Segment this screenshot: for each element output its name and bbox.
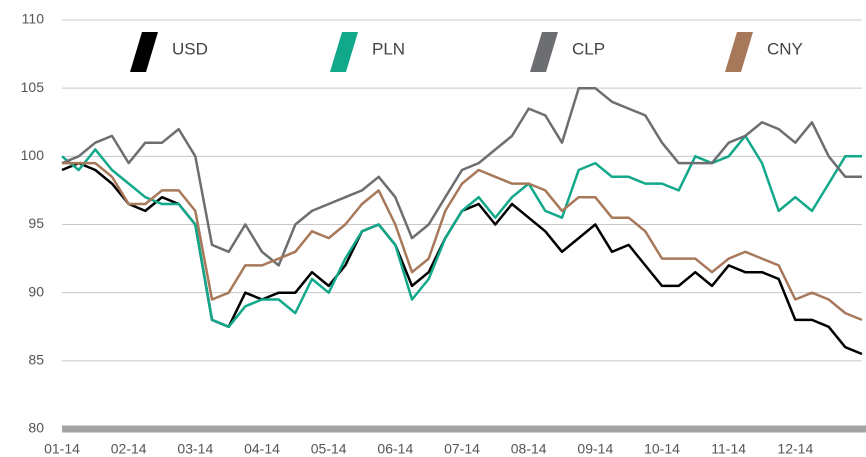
- series-line: [61, 86, 862, 267]
- x-tick-label: 04-14: [244, 441, 280, 457]
- x-tick-label: 03-14: [177, 441, 213, 457]
- x-tick-label: 08-14: [511, 441, 547, 457]
- legend-swatch: [530, 32, 558, 72]
- y-tick-label: 95: [28, 215, 44, 231]
- x-tick-label: 07-14: [444, 441, 480, 457]
- x-tick-label: 05-14: [311, 441, 347, 457]
- x-tick-label: 11-14: [711, 441, 746, 457]
- y-tick-label: 90: [28, 283, 44, 299]
- legend-swatch: [725, 32, 753, 72]
- y-tick-label: 85: [28, 352, 44, 368]
- y-tick-label: 80: [28, 420, 44, 436]
- legend-swatch: [130, 32, 158, 72]
- y-tick-label: 100: [21, 147, 45, 163]
- y-tick-label: 110: [22, 11, 45, 27]
- legend-swatch: [330, 32, 358, 72]
- x-tick-label: 06-14: [377, 441, 413, 457]
- series-line: [62, 161, 863, 322]
- y-tick-label: 105: [21, 79, 45, 95]
- legend-label: CNY: [767, 39, 803, 58]
- x-tick-label: 02-14: [111, 441, 147, 457]
- legend-label: USD: [172, 39, 208, 58]
- series-line: [61, 134, 862, 329]
- x-tick-label: 01-14: [44, 441, 80, 457]
- legend: USD PLN CLP CNY: [130, 32, 803, 72]
- x-tick-label: 09-14: [577, 441, 613, 457]
- series-line: [61, 161, 863, 356]
- x-tick-label: 10-14: [644, 441, 680, 457]
- legend-label: CLP: [572, 39, 605, 58]
- legend-label: PLN: [372, 39, 405, 58]
- x-tick-label: 12-14: [777, 441, 813, 457]
